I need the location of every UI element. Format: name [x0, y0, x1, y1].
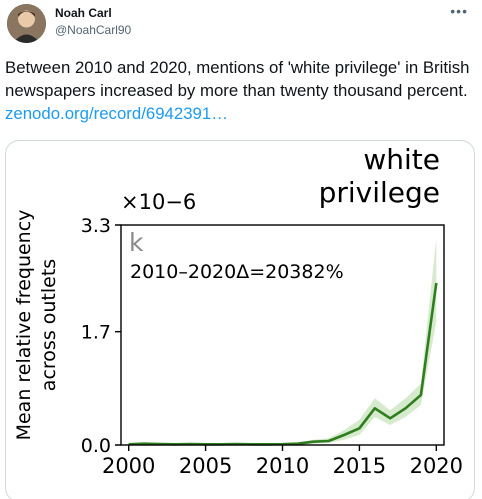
series-line — [128, 282, 438, 446]
x-tick-label: 2020 — [410, 454, 463, 478]
y-tick-label: 1.7 — [81, 322, 111, 344]
x-tick-label: 2015 — [333, 454, 386, 478]
y-tick-label: 0.0 — [81, 435, 111, 457]
chart-title: privilege — [319, 176, 440, 209]
y-tick-label: 3.3 — [81, 215, 111, 237]
panel-letter: k — [129, 228, 144, 257]
author-name[interactable]: Noah Carl — [55, 6, 112, 20]
x-tick-label: 2000 — [102, 454, 155, 478]
x-tick-label: 2005 — [179, 454, 232, 478]
y-axis-label: across outlets — [38, 259, 60, 391]
chart-annotation: 2010–2020Δ=20382% — [130, 261, 344, 283]
chart-image[interactable]: white privilege ×10−6 Mean relative frequen… — [5, 140, 475, 499]
chart-title: white — [363, 143, 440, 176]
x-tick-label: 2010 — [256, 454, 309, 478]
y-axis-label: Mean relative frequency — [13, 210, 35, 441]
author-handle[interactable]: @NoahCarl90 — [55, 23, 132, 37]
tweet-body: Between 2010 and 2020, mentions of 'whit… — [5, 58, 470, 100]
tweet-link[interactable]: zenodo.org/record/6942391… — [5, 104, 228, 123]
avatar[interactable] — [7, 4, 46, 43]
y-multiplier: ×10−6 — [121, 190, 196, 214]
avatar-image — [7, 4, 46, 43]
tweet-text: Between 2010 and 2020, mentions of 'whit… — [5, 56, 475, 125]
more-horizontal-icon[interactable]: ••• — [450, 3, 468, 19]
